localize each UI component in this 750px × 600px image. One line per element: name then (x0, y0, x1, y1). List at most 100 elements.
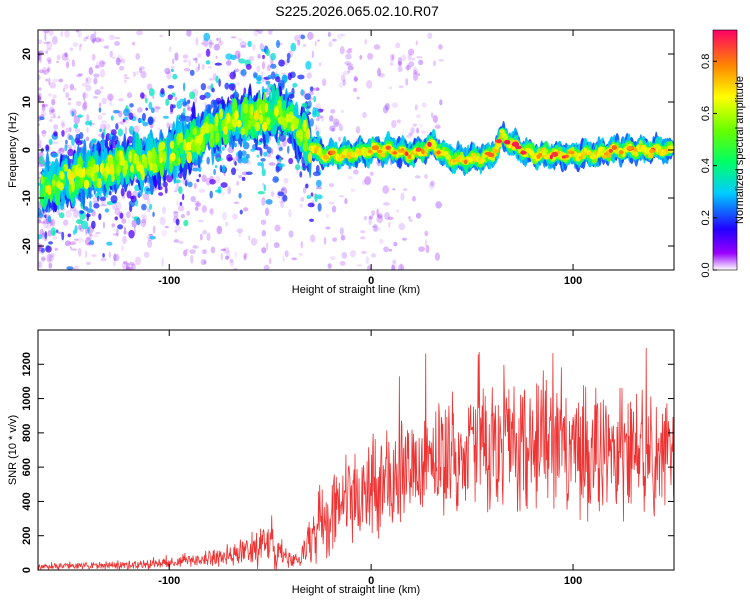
spectrogram-noise-blob (223, 247, 230, 254)
spectrogram-noise-blob (103, 45, 108, 49)
spectrogram-noise-blob (291, 257, 298, 261)
spectrogram-noise-blob (197, 53, 202, 58)
spectrogram-noise-blob (347, 70, 351, 73)
spectrogram-noise-blob (353, 75, 358, 83)
spectrogram-blob (110, 115, 114, 121)
spectrogram-blob (98, 107, 102, 113)
snr-y-ticks: 0 200 400 600 800 1000 1200 (21, 352, 674, 573)
spectrogram-noise-blob (359, 55, 363, 60)
spectrogram-noise-blob (194, 206, 199, 211)
spectrogram-noise-blob (124, 126, 128, 135)
spectrogram-noise-blob (142, 192, 150, 201)
spectrogram-blob (129, 103, 134, 108)
spectrogram-noise-blob (338, 136, 341, 142)
spectrogram-blob (158, 192, 164, 196)
spectrogram-ridge-blob (192, 127, 198, 136)
spectrogram-noise-blob (225, 60, 232, 66)
spectrogram-noise-blob (253, 30, 259, 37)
spectrogram-noise-blob (161, 257, 164, 267)
spectrogram-ridge-blob (276, 99, 282, 110)
spectrogram-noise-blob (45, 78, 49, 82)
spectrogram-blob (290, 42, 297, 52)
spectrogram-marks (38, 30, 674, 270)
spectrogram-blob (124, 116, 129, 121)
spectrogram-blob (213, 168, 216, 176)
spectrogram-noise-blob (230, 36, 237, 39)
spectrogram-ridge-blob (380, 152, 386, 158)
spectrogram-noise-blob (56, 54, 61, 61)
spectrogram-noise-blob (79, 43, 83, 48)
spectrogram-noise-blob (38, 87, 42, 91)
spectrogram-noise-blob (38, 260, 41, 269)
spectrogram-blob (67, 148, 75, 157)
spectrogram-noise-blob (99, 38, 105, 43)
spectrogram-noise-blob (232, 213, 238, 220)
spectrogram-noise-blob (94, 89, 102, 96)
spectrogram-blob (106, 241, 113, 246)
spectrogram-blob (278, 157, 282, 163)
spectrogram-noise-blob (201, 174, 207, 183)
spectrogram-noise-blob (106, 45, 110, 50)
spectrogram-noise-blob (193, 96, 198, 104)
spectrogram-noise-blob (188, 59, 191, 67)
spectrogram-noise-blob (120, 58, 126, 64)
spectrogram-noise-blob (220, 253, 223, 261)
spectrogram-noise-blob (408, 61, 415, 68)
spectrogram-noise-blob (113, 253, 117, 262)
spectrogram-ridge-blob (502, 134, 509, 141)
spectrogram-ridge-blob (93, 172, 98, 182)
spectrogram-blob (129, 196, 135, 200)
spectrogram-blob (270, 63, 277, 69)
snr-xtick-label: -100 (158, 575, 180, 587)
snr-ytick-label: 400 (21, 492, 33, 510)
spectrogram-noise-blob (203, 260, 206, 265)
spectrogram-noise-blob (38, 92, 42, 101)
spectrogram-ridge-blob (140, 169, 145, 181)
spectrogram-noise-blob (46, 57, 52, 63)
spectrogram-noise-blob (178, 241, 184, 244)
spectrogram-noise-blob (42, 238, 49, 241)
spectrogram-noise-blob (48, 109, 54, 116)
spectrogram-noise-blob (327, 31, 331, 38)
spectrogram-noise-blob (391, 102, 399, 108)
spectrogram-peak (452, 159, 456, 163)
spectrogram-blob (61, 130, 65, 137)
spectrogram-peak (626, 146, 634, 151)
spectrogram-noise-blob (412, 195, 416, 202)
spectrogram-blob (152, 211, 155, 218)
spectrogram-noise-blob (140, 70, 147, 79)
snr-ytick-label: 0 (21, 567, 33, 573)
spectrogram-noise-blob (428, 181, 435, 190)
spectrogram-noise-blob (75, 100, 82, 107)
spectrogram-ridge-blob (293, 117, 300, 126)
spectrogram-noise-blob (164, 226, 169, 229)
spectrogram-noise-blob (41, 103, 45, 108)
spectrogram-ridge-blob (302, 141, 309, 152)
spectrogram-blob (317, 202, 322, 212)
spectrogram-noise-blob (86, 34, 90, 40)
spectrogram-noise-blob (383, 246, 390, 253)
spectrogram-noise-blob (393, 241, 398, 247)
spectrogram-noise-blob (128, 262, 134, 270)
spectrogram-noise-blob (141, 218, 148, 221)
spectrogram-noise-blob (229, 258, 234, 264)
spectrogram-noise-blob (44, 238, 47, 242)
spectrogram-blob (77, 114, 83, 118)
spectrogram-noise-blob (392, 53, 395, 61)
spectrogram-noise-blob (85, 77, 89, 82)
spectrogram-noise-blob (67, 102, 71, 106)
spectrogram-noise-blob (374, 227, 382, 232)
spectrogram-blob (287, 72, 292, 81)
spectrogram-noise-blob (114, 40, 120, 47)
spectrogram-blob (309, 86, 314, 92)
spectrogram-noise-blob (338, 124, 343, 132)
spectrogram-noise-blob (400, 54, 407, 62)
spectrogram-ridge-blob (243, 103, 249, 114)
spectrogram-peak (565, 154, 569, 159)
spectrogram-noise-blob (356, 264, 363, 267)
spectrogram-noise-blob (349, 250, 356, 258)
spectrogram-blob (275, 39, 281, 49)
spectrogram-noise-blob (182, 54, 189, 59)
spectrogram-peak (392, 151, 398, 155)
